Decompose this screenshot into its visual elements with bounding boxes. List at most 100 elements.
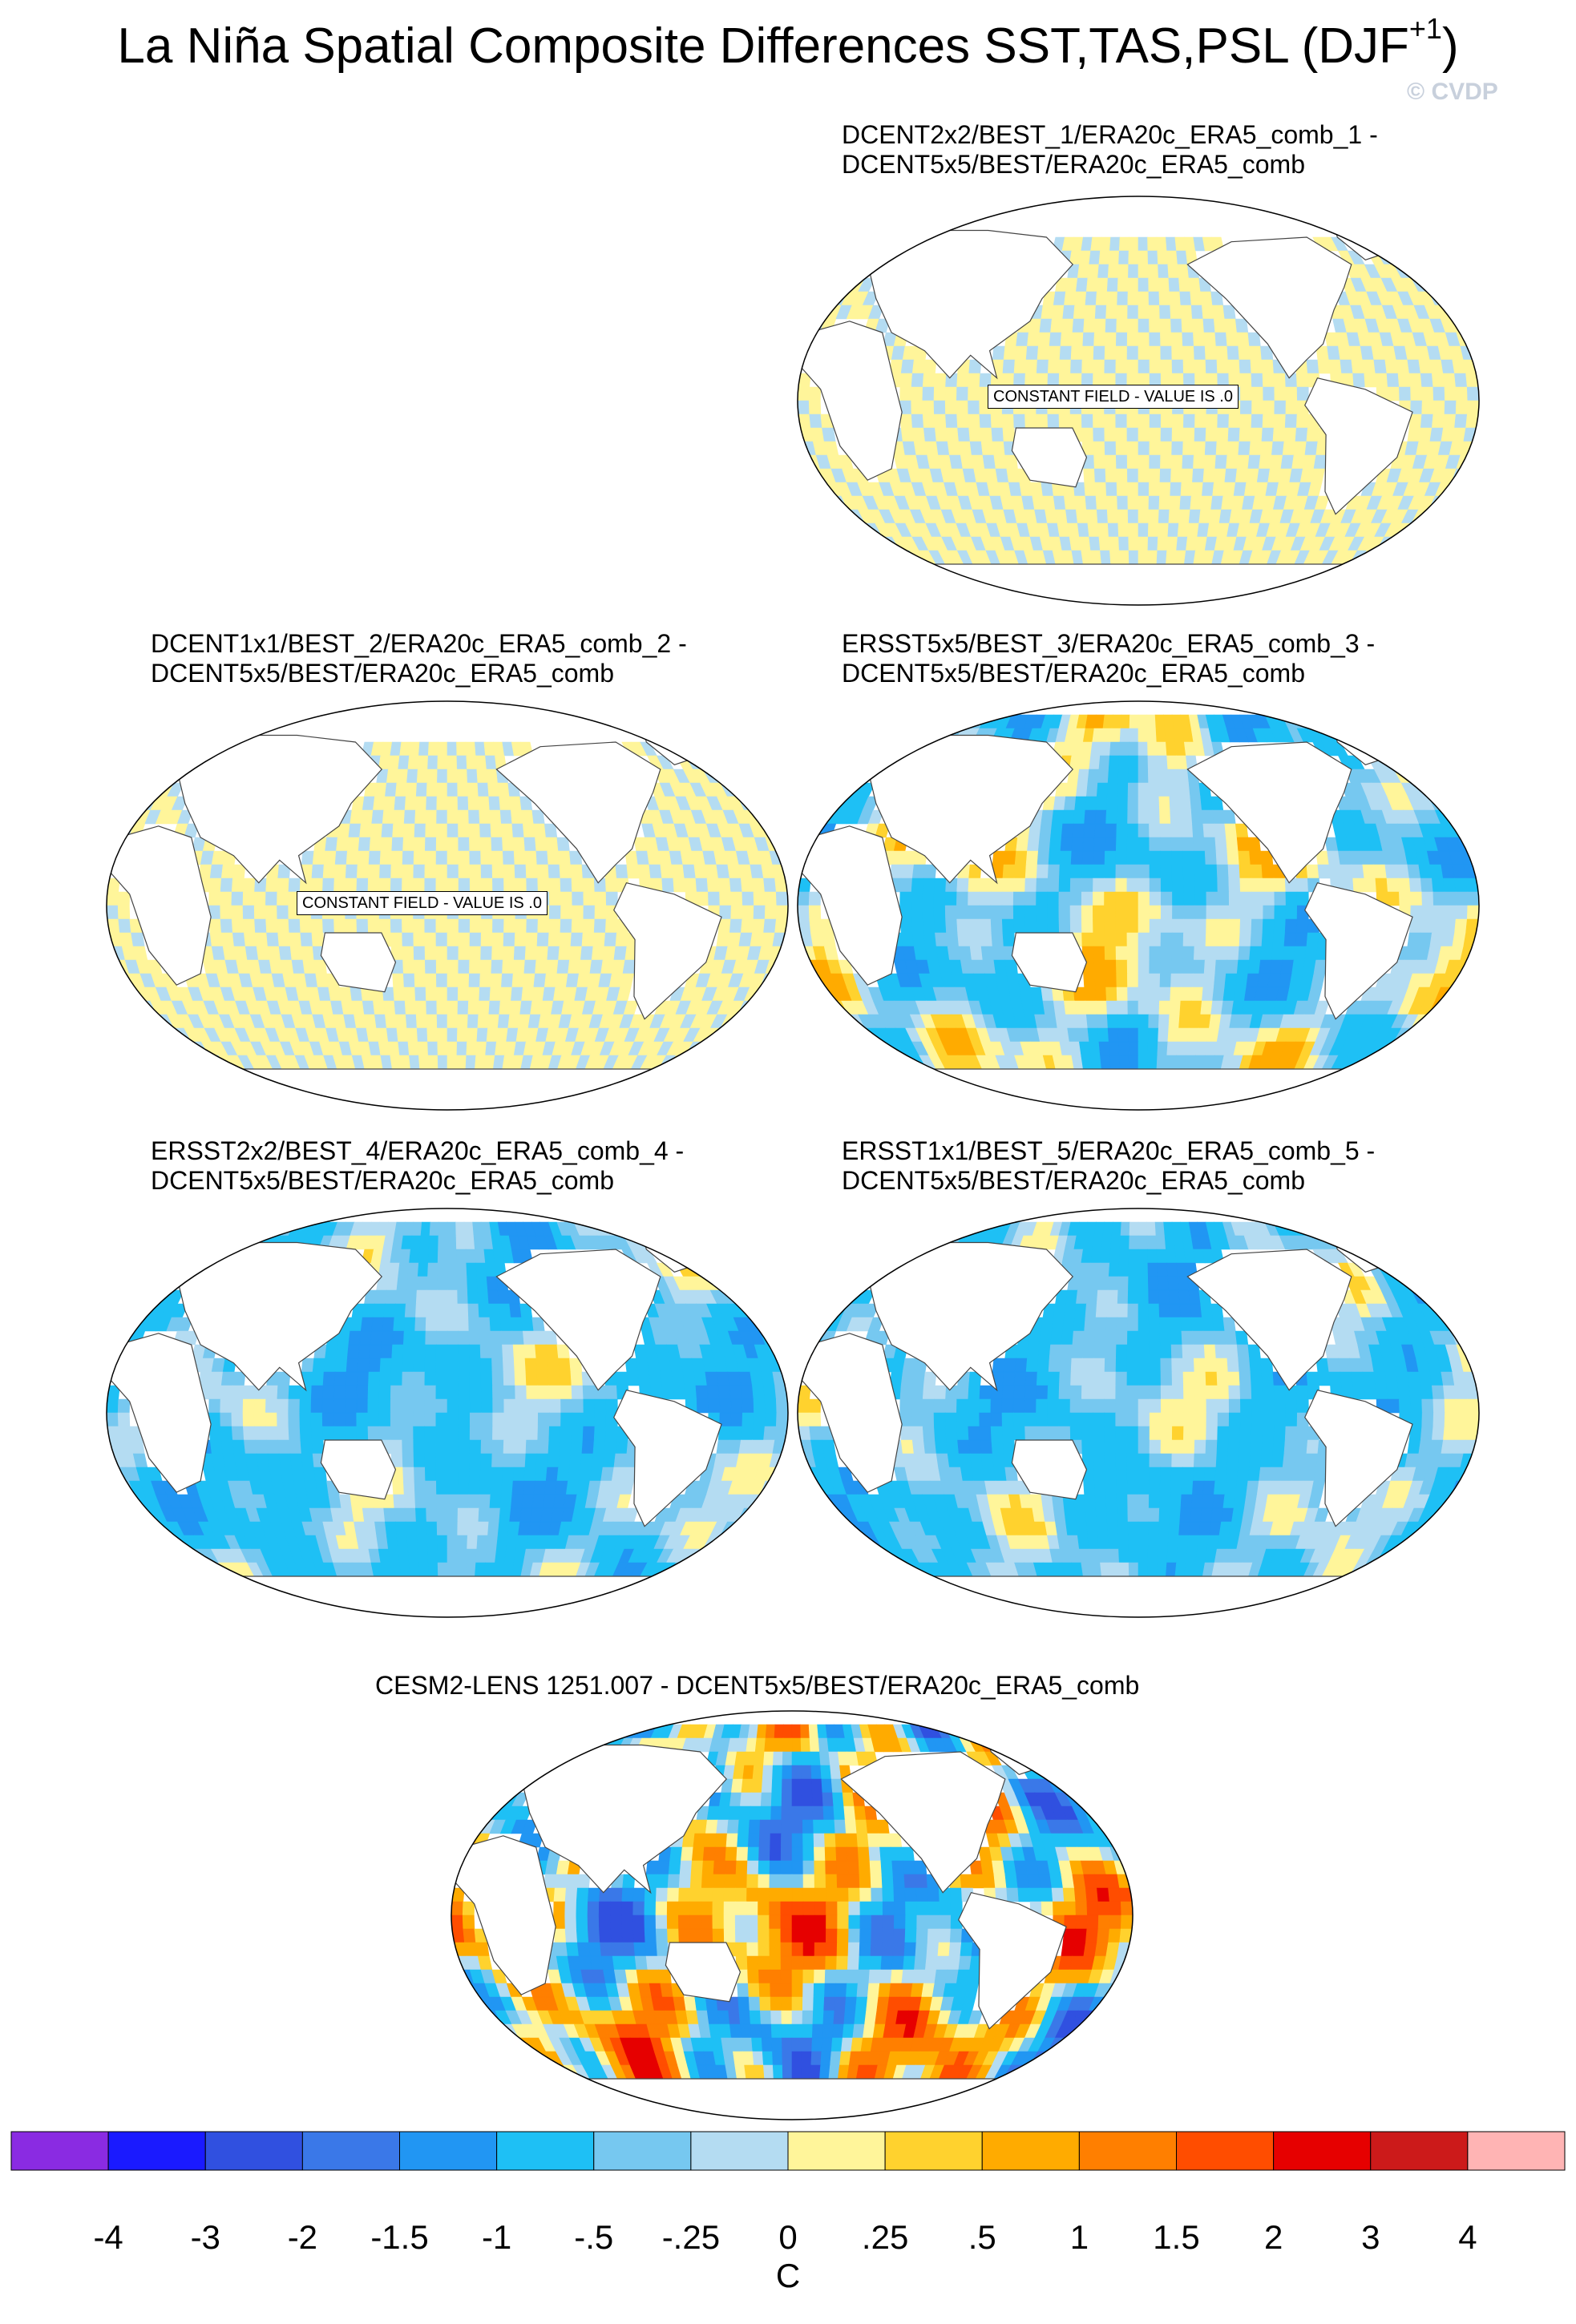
grid-cell — [1193, 332, 1206, 347]
grid-cell — [1386, 878, 1400, 893]
grid-cell — [345, 878, 358, 893]
grid-cell — [1105, 454, 1117, 470]
grid-cell — [899, 1221, 919, 1237]
grid-cell — [242, 1398, 255, 1414]
grid-cell — [499, 809, 513, 825]
grid-cell — [373, 1507, 386, 1523]
grid-cell — [1240, 386, 1252, 401]
grid-cell — [1228, 918, 1241, 934]
grid-cell — [1106, 1014, 1119, 1029]
grid-cell — [1170, 332, 1183, 347]
grid-cell — [301, 1453, 315, 1468]
grid-cell — [1070, 864, 1083, 879]
grid-cell — [427, 1041, 438, 1056]
grid-cell — [481, 1398, 493, 1414]
grid-cell — [1158, 1276, 1170, 1291]
grid-cell — [694, 1562, 715, 1577]
grid-cell — [1373, 359, 1388, 374]
grid-cell — [1285, 386, 1298, 401]
grid-cell — [499, 1303, 511, 1318]
grid-cell — [1093, 932, 1105, 947]
grid-cell — [982, 454, 996, 470]
grid-cell — [1105, 1317, 1117, 1332]
grid-cell — [1115, 878, 1128, 893]
grid-cell — [322, 918, 335, 934]
grid-cell — [763, 1385, 777, 1400]
grid-cell — [413, 1398, 426, 1414]
grid-cell — [952, 714, 970, 729]
grid-cell — [1215, 345, 1229, 361]
grid-cell — [536, 1371, 550, 1386]
grid-cell — [288, 1398, 301, 1414]
grid-cell — [591, 1453, 605, 1468]
grid-cell — [1410, 891, 1423, 906]
grid-cell — [310, 918, 324, 934]
grid-cell — [613, 1453, 628, 1468]
grid-cell — [1239, 932, 1252, 947]
grid-cell — [1138, 522, 1149, 538]
grid-cell — [1176, 1041, 1188, 1056]
grid-cell — [1166, 550, 1177, 565]
grid-cell — [716, 932, 730, 947]
grid-cell — [1013, 918, 1026, 934]
grid-cell — [1385, 550, 1406, 565]
grid-cell — [1177, 1027, 1190, 1043]
grid-cell — [537, 1398, 550, 1414]
grid-cell — [436, 782, 448, 797]
grid-cell — [457, 986, 470, 1002]
grid-cell — [602, 946, 616, 961]
grid-cell — [558, 1358, 572, 1373]
grid-cell — [1148, 1000, 1160, 1015]
grid-cell — [1169, 1000, 1182, 1015]
grid-cell — [374, 1289, 387, 1305]
grid-cell — [1095, 796, 1108, 811]
grid-cell — [1272, 427, 1286, 442]
grid-cell — [536, 864, 550, 879]
grid-cell — [485, 1041, 497, 1056]
grid-cell — [1079, 536, 1091, 551]
grid-cell — [615, 1371, 628, 1386]
grid-cell — [1069, 414, 1082, 429]
grid-cell — [1444, 386, 1457, 401]
grid-cell — [1170, 823, 1183, 838]
grid-cell — [535, 1453, 549, 1468]
grid-cell — [456, 1027, 468, 1043]
grid-cell — [511, 986, 523, 1002]
grid-cell — [1193, 441, 1206, 456]
grid-cell — [457, 1000, 469, 1015]
grid-cell — [1396, 359, 1410, 374]
grid-cell — [907, 728, 927, 743]
grid-cell — [1148, 796, 1160, 811]
grid-cell — [1012, 891, 1025, 906]
grid-cell — [378, 1412, 391, 1427]
grid-cell — [730, 891, 743, 906]
grid-cell — [945, 414, 958, 429]
grid-cell — [873, 714, 895, 729]
grid-cell — [1106, 1289, 1119, 1305]
grid-cell — [507, 1521, 520, 1536]
grid-cell — [1238, 946, 1251, 961]
grid-cell — [447, 1344, 459, 1359]
grid-cell — [152, 1262, 172, 1277]
grid-cell — [404, 1507, 417, 1523]
grid-cell — [899, 1385, 913, 1400]
grid-cell — [1167, 1027, 1179, 1043]
grid-cell — [1226, 1358, 1240, 1373]
grid-cell — [1404, 1055, 1425, 1070]
grid-cell — [402, 837, 415, 852]
grid-cell — [1126, 932, 1139, 947]
grid-cell — [729, 1426, 743, 1441]
grid-cell — [560, 891, 573, 906]
grid-cell — [1138, 809, 1150, 825]
grid-cell — [958, 441, 972, 456]
grid-cell — [740, 1289, 759, 1305]
grid-cell — [367, 878, 380, 893]
grid-cell — [356, 1398, 369, 1414]
grid-cell — [922, 878, 935, 893]
panel-5-title-line2: DCENT5x5/BEST/ERA20c_ERA5_comb — [842, 1166, 1305, 1195]
grid-cell — [368, 850, 382, 865]
grid-cell — [396, 769, 409, 784]
grid-cell — [409, 1562, 420, 1577]
grid-cell — [727, 1439, 742, 1455]
grid-cell — [1217, 891, 1230, 906]
